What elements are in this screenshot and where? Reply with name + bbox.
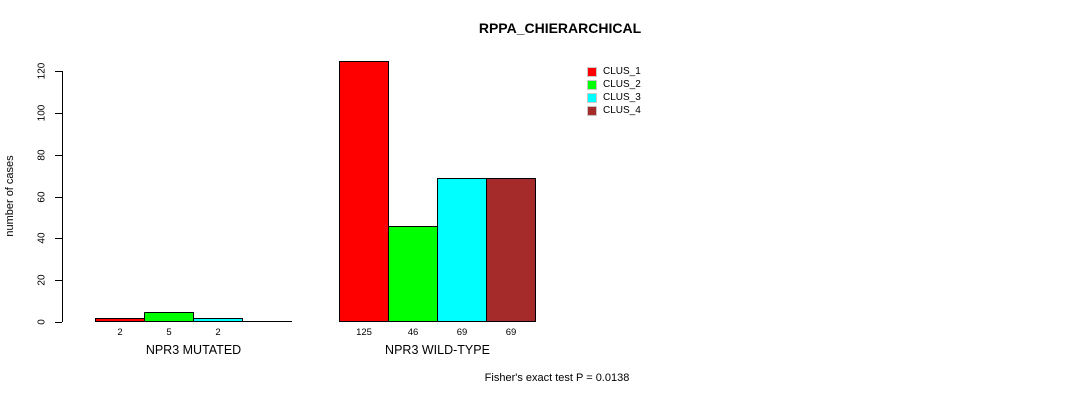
bar-value-label: 2 bbox=[117, 327, 123, 338]
y-tick bbox=[55, 113, 62, 114]
bar-value-label: 69 bbox=[505, 327, 517, 338]
annotation-text: Fisher's exact test P = 0.0138 bbox=[484, 372, 630, 384]
legend-swatch-clus_3 bbox=[587, 92, 597, 103]
y-tick-label: 20 bbox=[36, 274, 48, 286]
legend-item: CLUS_3 bbox=[587, 91, 641, 104]
chart-title: RPPA_CHIERARCHICAL bbox=[478, 20, 642, 36]
bar-clus_2 bbox=[388, 226, 438, 322]
legend-item: CLUS_4 bbox=[587, 104, 641, 117]
x-group-label: NPR3 WILD-TYPE bbox=[385, 343, 490, 357]
legend-label: CLUS_3 bbox=[603, 92, 641, 103]
y-tick-label: 60 bbox=[36, 191, 48, 203]
bar-clus_2 bbox=[144, 312, 194, 322]
y-axis-line bbox=[62, 71, 63, 322]
legend-swatch-clus_1 bbox=[587, 66, 597, 77]
y-tick-label: 40 bbox=[36, 232, 48, 244]
legend-label: CLUS_4 bbox=[603, 105, 641, 116]
bar-value-label: 2 bbox=[215, 327, 221, 338]
bar-value-label: 46 bbox=[407, 327, 419, 338]
y-tick-label: 100 bbox=[36, 104, 48, 122]
bar-clus_3 bbox=[437, 178, 487, 322]
bar-value-label: 69 bbox=[456, 327, 468, 338]
y-tick bbox=[55, 238, 62, 239]
bar-clus_1 bbox=[95, 318, 145, 322]
legend-item: CLUS_2 bbox=[587, 78, 641, 91]
legend-item: CLUS_1 bbox=[587, 65, 641, 78]
y-tick bbox=[55, 71, 62, 72]
x-group-label: NPR3 MUTATED bbox=[145, 343, 242, 357]
y-tick-label: 0 bbox=[36, 319, 48, 325]
bar-clus_4 bbox=[486, 178, 536, 322]
legend-label: CLUS_1 bbox=[603, 66, 641, 77]
y-tick bbox=[55, 155, 62, 156]
bar-clus_1 bbox=[339, 61, 389, 322]
legend-swatch-clus_2 bbox=[587, 79, 597, 90]
bar-value-label: 5 bbox=[166, 327, 172, 338]
y-tick-label: 80 bbox=[36, 149, 48, 161]
legend: CLUS_1 CLUS_2 CLUS_3 CLUS_4 bbox=[587, 65, 641, 117]
y-tick bbox=[55, 322, 62, 323]
y-tick bbox=[55, 280, 62, 281]
bar-value-label: 125 bbox=[356, 327, 372, 338]
y-axis-label: number of cases bbox=[4, 155, 16, 237]
y-tick bbox=[55, 197, 62, 198]
bar-clus_3 bbox=[193, 318, 243, 322]
y-tick-label: 120 bbox=[36, 62, 48, 80]
legend-swatch-clus_4 bbox=[587, 105, 597, 116]
legend-label: CLUS_2 bbox=[603, 79, 641, 90]
